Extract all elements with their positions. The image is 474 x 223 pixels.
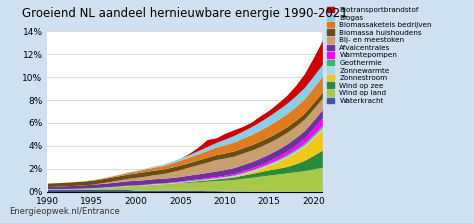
Text: Energieopwek.nl/Entrance: Energieopwek.nl/Entrance [9,207,120,216]
Text: Groeiend NL aandeel hernieuwbare energie 1990-2021: Groeiend NL aandeel hernieuwbare energie… [22,7,348,20]
Legend: Biotransportbrandstof, Biogas, Biomassaketels bedrijven, Biomassa huishoudens, B: Biotransportbrandstof, Biogas, Biomassak… [327,7,432,104]
